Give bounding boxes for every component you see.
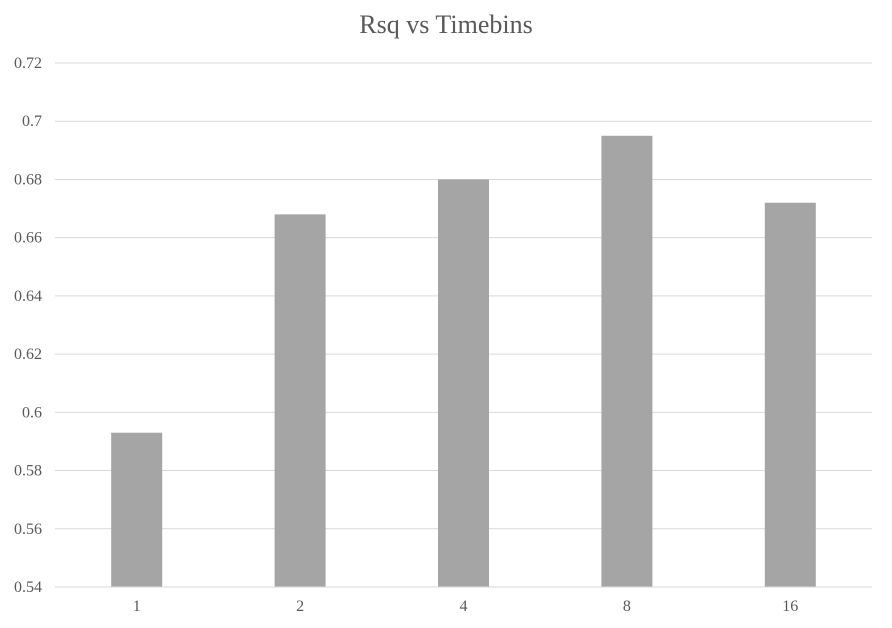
x-tick-label: 1 bbox=[133, 598, 141, 615]
chart-title: Rsq vs Timebins bbox=[359, 10, 532, 39]
y-tick-label: 0.6 bbox=[22, 404, 42, 421]
x-tick-label: 2 bbox=[296, 598, 304, 615]
bar-8 bbox=[601, 135, 653, 587]
y-tick-label: 0.72 bbox=[14, 55, 42, 72]
x-axis-ticks: 1 2 4 8 16 bbox=[133, 598, 799, 615]
y-tick-label: 0.56 bbox=[14, 521, 42, 538]
y-tick-label: 0.64 bbox=[14, 288, 42, 305]
x-tick-label: 8 bbox=[623, 598, 631, 615]
y-tick-label: 0.54 bbox=[14, 579, 42, 596]
bar-4 bbox=[438, 179, 489, 587]
bars bbox=[111, 135, 816, 587]
bar-2 bbox=[274, 214, 326, 587]
bar-16 bbox=[764, 202, 816, 587]
y-tick-label: 0.7 bbox=[22, 113, 42, 130]
y-tick-label: 0.68 bbox=[14, 171, 42, 188]
x-tick-label: 16 bbox=[782, 598, 798, 615]
bar-1 bbox=[111, 432, 163, 587]
y-tick-label: 0.66 bbox=[14, 230, 42, 247]
y-tick-label: 0.58 bbox=[14, 463, 42, 480]
y-axis-ticks: 0.54 0.56 0.58 0.6 0.62 0.64 0.66 0.68 0.7 0.72 bbox=[14, 55, 42, 596]
y-tick-label: 0.62 bbox=[14, 346, 42, 363]
x-tick-label: 4 bbox=[460, 598, 468, 615]
